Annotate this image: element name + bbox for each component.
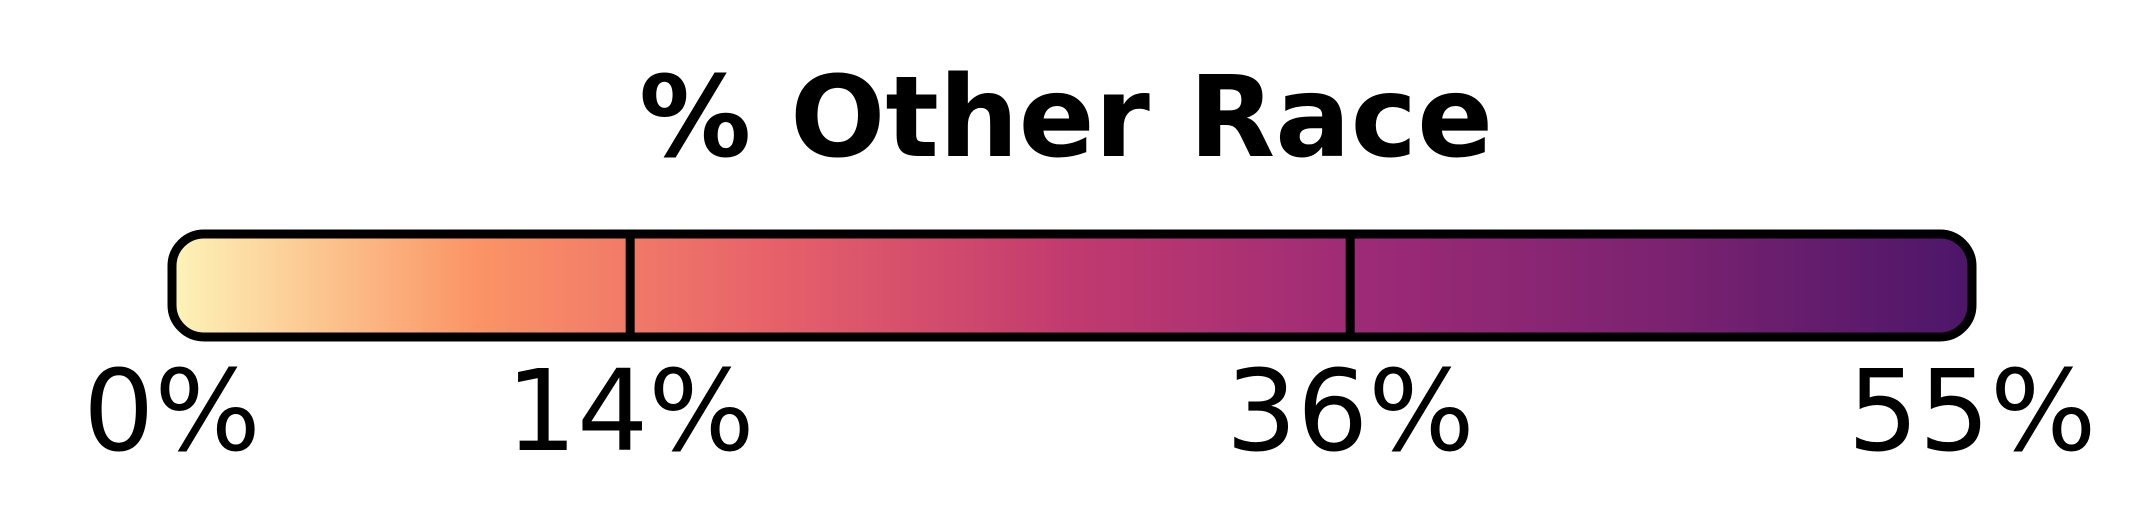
tick-label: 0%	[83, 347, 261, 477]
bar-outline	[167, 229, 1977, 342]
color-bar	[167, 229, 1977, 342]
tick-label: 55%	[1848, 347, 2097, 477]
legend-title: % Other Race	[639, 53, 1493, 183]
gradient-fill	[172, 234, 1972, 337]
tick-labels: 0% 14% 36% 55%	[83, 347, 2096, 477]
tick-label: 14%	[506, 347, 755, 477]
tick-label: 36%	[1226, 347, 1475, 477]
